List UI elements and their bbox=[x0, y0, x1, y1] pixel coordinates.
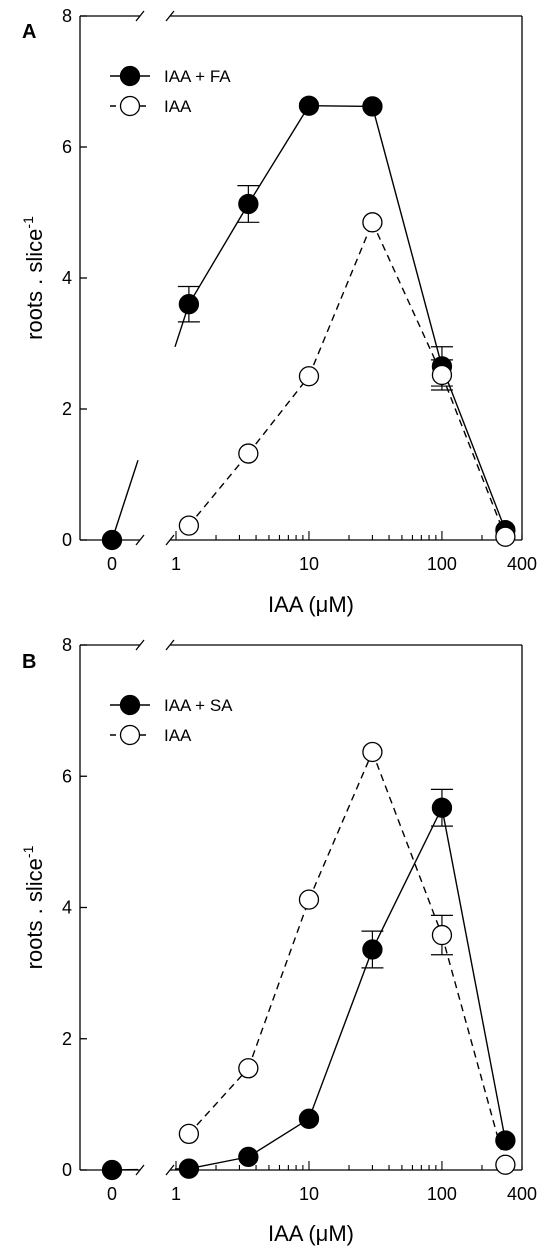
data-point-open bbox=[298, 366, 320, 387]
data-point-filled bbox=[298, 95, 320, 116]
series-line-segment bbox=[188, 453, 249, 527]
y-tick-label: 8 bbox=[62, 635, 72, 655]
data-point-open bbox=[495, 1154, 516, 1175]
x-axis-title: IAA (μM) bbox=[268, 1221, 354, 1246]
x-axis-title: IAA (μM) bbox=[268, 592, 354, 617]
legend-marker bbox=[119, 724, 141, 746]
x-tick-label: 100 bbox=[427, 1184, 457, 1204]
top-axis-break-mark bbox=[135, 10, 145, 22]
y-tick-label: 4 bbox=[62, 268, 72, 288]
y-axis-title-superscript: -1 bbox=[20, 216, 36, 229]
data-point-open bbox=[178, 1123, 200, 1145]
x-tick-label: 1 bbox=[171, 554, 181, 574]
legend-label: IAA bbox=[164, 726, 192, 745]
x-tick-label: 0 bbox=[107, 1184, 117, 1204]
series-line-segment bbox=[441, 934, 507, 1165]
series-line-segment bbox=[308, 751, 374, 900]
x-axis-break-mark bbox=[135, 534, 145, 546]
y-axis-title-text: roots . slice bbox=[22, 858, 47, 969]
x-axis-break-mark bbox=[165, 1164, 175, 1176]
data-point-filled bbox=[495, 1130, 516, 1151]
legend-label: IAA bbox=[164, 97, 192, 116]
y-tick-label: 6 bbox=[62, 766, 72, 786]
data-point-filled bbox=[101, 1159, 123, 1181]
x-tick-label: 1 bbox=[171, 1184, 181, 1204]
data-point-open bbox=[431, 364, 453, 386]
y-tick-label: 6 bbox=[62, 137, 72, 157]
y-tick-label: 2 bbox=[62, 1029, 72, 1049]
data-point-open bbox=[298, 889, 320, 910]
panel-label: A bbox=[22, 21, 36, 43]
data-point-filled bbox=[431, 797, 453, 818]
top-axis-break-mark bbox=[165, 639, 175, 651]
x-tick-label: 0 bbox=[107, 554, 117, 574]
data-point-filled bbox=[178, 294, 200, 315]
data-point-filled bbox=[238, 193, 259, 215]
chart-panel-a: A 0 2 4 6 8 0 1 10 100 400 IAA (μM) roots . slice-1 I… bbox=[20, 6, 537, 617]
series-line-segment bbox=[111, 460, 139, 541]
x-tick-label: 400 bbox=[507, 554, 537, 574]
series-line-segment bbox=[188, 1067, 249, 1135]
series-line-segment bbox=[371, 222, 443, 376]
top-axis-break-mark bbox=[165, 10, 175, 22]
data-point-open bbox=[238, 1058, 259, 1079]
data-point-filled bbox=[178, 1158, 200, 1179]
data-point-filled bbox=[238, 1146, 259, 1168]
series-line-segment bbox=[247, 105, 310, 205]
data-point-open bbox=[362, 212, 383, 233]
y-axis-title: roots . slice-1 bbox=[20, 216, 47, 340]
data-point-open bbox=[495, 526, 516, 547]
series-line-segment bbox=[371, 807, 443, 950]
y-tick-label: 0 bbox=[62, 530, 72, 550]
series-line-segment bbox=[247, 375, 310, 454]
legend-marker bbox=[119, 65, 141, 87]
y-axis-title-superscript: -1 bbox=[20, 845, 36, 858]
legend-marker bbox=[119, 694, 141, 716]
series-line-segment bbox=[441, 366, 507, 531]
data-point-open bbox=[238, 443, 259, 464]
y-tick-label: 2 bbox=[62, 399, 72, 419]
y-tick-label: 8 bbox=[62, 6, 72, 26]
y-tick-label: 0 bbox=[62, 1160, 72, 1180]
data-point-filled bbox=[298, 1108, 320, 1129]
series-line-segment bbox=[441, 807, 507, 1141]
y-axis-title: roots . slice-1 bbox=[20, 845, 47, 969]
top-axis-break-mark bbox=[135, 639, 145, 651]
series-line-segment bbox=[247, 1118, 310, 1158]
data-point-filled bbox=[362, 96, 383, 117]
series-line-segment bbox=[441, 374, 507, 537]
data-point-filled bbox=[101, 529, 123, 551]
series-line-segment bbox=[371, 751, 443, 936]
data-point-filled bbox=[362, 939, 383, 960]
x-axis-break-mark bbox=[135, 1164, 145, 1176]
x-axis-break-mark bbox=[165, 534, 175, 546]
data-point-open bbox=[178, 515, 200, 536]
series-line-segment bbox=[308, 105, 373, 108]
series-line-segment bbox=[308, 949, 374, 1120]
chart-panel-b: B 0 2 4 6 8 0 1 10 100 400 IAA (μM) roots . slice-1 I… bbox=[20, 635, 537, 1246]
x-tick-label: 400 bbox=[507, 1184, 537, 1204]
series-line-segment bbox=[247, 899, 310, 1069]
x-tick-label: 10 bbox=[299, 1184, 319, 1204]
y-axis-title-text: roots . slice bbox=[22, 229, 47, 340]
legend-label: IAA + SA bbox=[164, 696, 233, 715]
series-line-segment bbox=[188, 203, 249, 305]
y-tick-label: 4 bbox=[62, 898, 72, 918]
x-tick-label: 100 bbox=[427, 554, 457, 574]
data-point-open bbox=[431, 924, 453, 946]
panel-label: B bbox=[22, 651, 36, 673]
x-tick-label: 10 bbox=[299, 554, 319, 574]
legend-label: IAA + FA bbox=[164, 67, 231, 86]
data-point-open bbox=[362, 741, 383, 763]
legend-marker bbox=[119, 95, 141, 117]
series-line-segment bbox=[371, 106, 443, 367]
series-line-segment bbox=[308, 222, 374, 377]
